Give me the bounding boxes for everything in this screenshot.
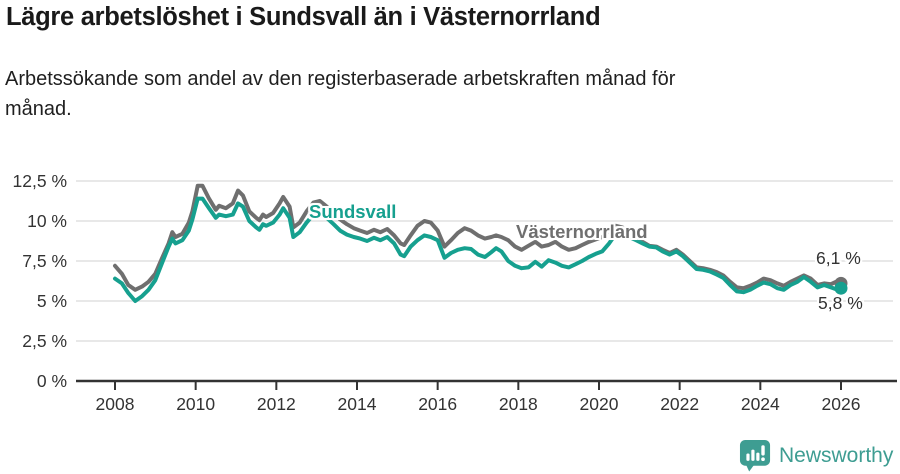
series-line-1 [113, 196, 843, 303]
x-axis-label: 2010 [176, 394, 215, 414]
x-axis-label: 2016 [418, 394, 457, 414]
series-label-sundsvall: Sundsvall [309, 201, 397, 222]
x-axis-label: 2020 [580, 394, 619, 414]
y-axis-label: 12,5 % [13, 171, 67, 191]
series-label-vasternorrland: Västernorrland [516, 221, 648, 242]
y-axis-label: 5 % [37, 291, 67, 311]
end-value-label-sundsvall: 5,8 % [818, 293, 863, 313]
chart-subtitle: Arbetssökande som andel av den registerb… [5, 64, 675, 124]
y-axis-label: 10 % [27, 211, 67, 231]
y-axis-label: 0 % [37, 371, 67, 391]
subtitle-line-1: Arbetssökande som andel av den registerb… [5, 68, 676, 90]
x-axis-label: 2024 [741, 394, 780, 414]
newsworthy-bar-chart-bubble-icon [739, 439, 771, 472]
end-value-label-vasternorrland: 6,1 % [816, 248, 861, 268]
series-line-0 [113, 183, 843, 292]
series-end-dot-1 [834, 281, 848, 295]
y-axis-label: 7,5 % [22, 251, 67, 271]
x-axis-label: 2022 [660, 394, 699, 414]
subtitle-line-2: månad. [5, 98, 72, 120]
x-axis-label: 2008 [96, 394, 135, 414]
x-axis-label: 2014 [338, 394, 377, 414]
logo-text: Newsworthy [779, 443, 894, 467]
x-axis-label: 2026 [822, 394, 861, 414]
x-axis-label: 2012 [257, 394, 296, 414]
page-title: Lägre arbetslöshet i Sundsvall än i Väst… [6, 3, 601, 31]
y-axis-label: 2,5 % [22, 331, 67, 351]
x-axis-label: 2018 [499, 394, 538, 414]
newsworthy-logo: Newsworthy [739, 439, 893, 472]
